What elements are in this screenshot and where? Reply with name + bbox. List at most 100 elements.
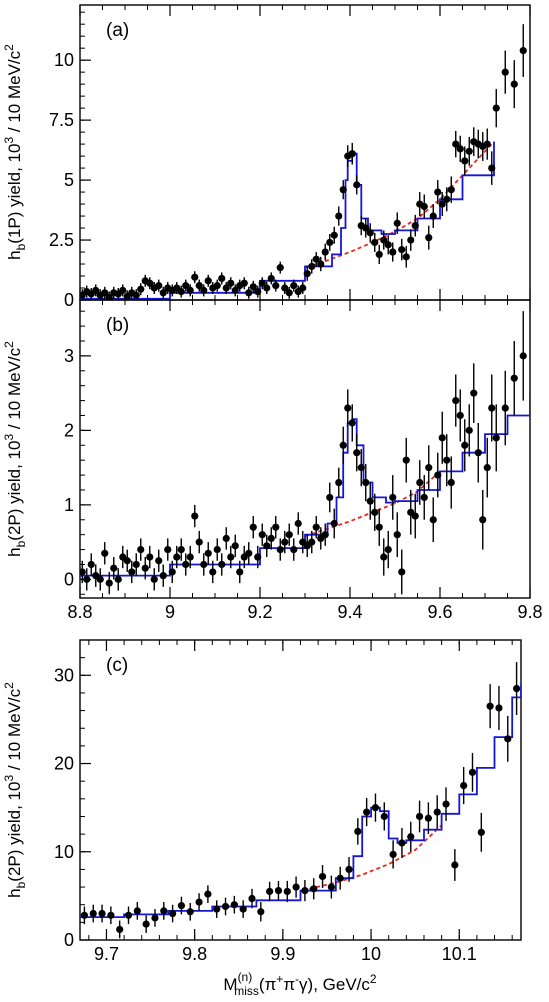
data-marker	[345, 865, 353, 874]
data-marker	[308, 262, 316, 271]
data-point	[105, 291, 113, 300]
data-marker	[267, 274, 275, 283]
data-point	[254, 285, 262, 298]
data-marker	[366, 229, 374, 237]
data-marker	[281, 284, 289, 292]
data-point	[263, 534, 271, 558]
data-point	[339, 426, 347, 464]
data-point	[191, 504, 199, 528]
data-marker	[266, 887, 274, 896]
data-point	[155, 279, 163, 292]
data-point	[204, 542, 212, 565]
data-point	[92, 284, 100, 297]
data-point	[384, 235, 392, 255]
data-point	[429, 497, 437, 543]
data-marker	[274, 886, 283, 895]
data-point	[420, 475, 428, 520]
data-marker	[354, 827, 362, 836]
data-marker	[510, 374, 518, 382]
data-marker	[150, 575, 158, 583]
data-marker	[389, 493, 397, 502]
data-point	[186, 284, 194, 297]
data-marker	[312, 523, 320, 531]
data-point	[380, 802, 388, 831]
data-point	[227, 277, 235, 290]
data-point	[492, 88, 500, 128]
data-marker	[317, 260, 325, 268]
data-point	[169, 904, 177, 923]
data-marker	[230, 901, 238, 909]
data-marker	[283, 887, 291, 896]
data-marker	[159, 572, 167, 580]
data-marker	[222, 284, 230, 292]
data-point	[366, 223, 374, 243]
data-marker	[434, 188, 442, 196]
data-marker	[447, 186, 455, 194]
data-point	[407, 229, 415, 251]
data-point	[456, 135, 464, 163]
data-marker	[398, 246, 406, 254]
y-tick-label: 2.5	[49, 230, 74, 250]
data-point	[335, 206, 343, 226]
data-point	[301, 880, 309, 902]
y-tick-label: 0	[64, 290, 74, 310]
data-marker	[195, 538, 203, 546]
data-marker	[461, 157, 469, 165]
data-marker	[263, 284, 271, 292]
data-point	[420, 194, 428, 219]
data-marker	[186, 553, 194, 561]
data-point	[221, 897, 230, 916]
data-marker	[141, 564, 149, 572]
data-point	[461, 146, 469, 176]
data-point	[326, 234, 334, 251]
data-point	[402, 437, 410, 483]
data-point	[239, 900, 247, 918]
data-point	[375, 508, 383, 546]
data-point	[371, 793, 380, 822]
data-marker	[285, 531, 293, 539]
data-point	[272, 279, 280, 292]
data-point	[116, 920, 124, 939]
data-point	[357, 449, 365, 487]
data-marker	[137, 545, 145, 554]
data-point	[407, 821, 415, 852]
data-marker	[339, 186, 347, 194]
data-marker	[80, 568, 86, 576]
data-point	[438, 192, 446, 217]
data-point	[222, 527, 230, 550]
panel-label: (b)	[106, 315, 129, 336]
data-marker	[227, 279, 235, 287]
data-marker	[272, 282, 280, 290]
data-point	[231, 534, 239, 558]
data-marker	[218, 274, 226, 283]
data-marker	[177, 901, 186, 910]
data-marker	[335, 212, 343, 220]
data-point	[128, 560, 136, 584]
data-point	[470, 363, 478, 423]
data-point	[339, 180, 347, 200]
data-point	[132, 289, 140, 300]
plot-area	[80, 24, 527, 300]
data-marker	[249, 283, 257, 291]
data-point	[182, 279, 190, 292]
data-marker	[380, 236, 388, 244]
data-point	[98, 904, 106, 923]
data-point	[495, 685, 503, 730]
data-marker	[429, 516, 437, 524]
data-marker	[96, 575, 104, 583]
fit-total-curve	[80, 393, 530, 577]
data-marker	[245, 549, 253, 557]
data-marker	[415, 812, 424, 821]
fit-total-curve	[80, 141, 495, 300]
data-marker	[321, 531, 329, 539]
data-point	[173, 545, 181, 569]
data-point	[375, 244, 383, 265]
fit-background-curve	[309, 824, 443, 890]
data-point	[101, 542, 109, 565]
data-marker	[357, 464, 365, 472]
data-marker	[366, 497, 374, 505]
data-marker	[470, 389, 478, 397]
data-point	[155, 549, 163, 572]
data-marker	[510, 80, 518, 88]
y-tick-label: 3	[64, 346, 74, 366]
